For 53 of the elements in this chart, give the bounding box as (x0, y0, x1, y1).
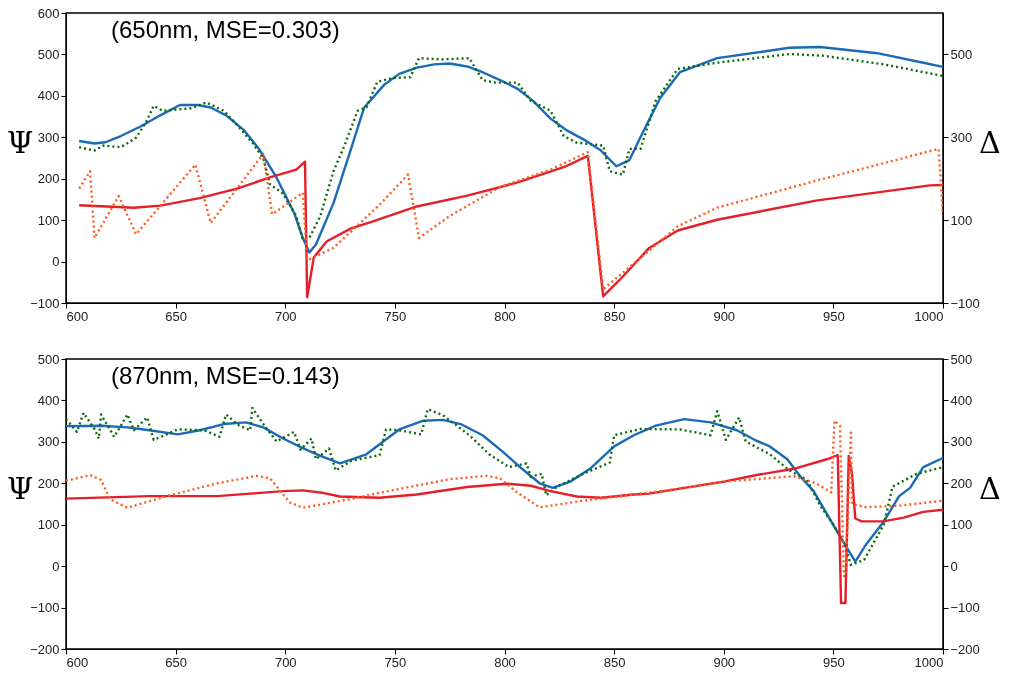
y-tick-label: −100 (30, 295, 60, 311)
y2-tick-label: 300 (950, 129, 973, 145)
y-tick-label: 200 (37, 171, 60, 187)
annotation: (650nm, MSE=0.303) (111, 16, 340, 43)
x-tick-label: 1000 (914, 654, 944, 670)
x-tick-label: 700 (274, 654, 297, 670)
y-axis-title: Ψ (7, 470, 34, 506)
y2-tick-label: 100 (950, 212, 973, 228)
x-tick-label: 600 (66, 308, 89, 324)
y2-axis-title: Δ (978, 470, 1001, 506)
y2-tick-label: 400 (950, 392, 973, 408)
y2-tick-label: 300 (950, 434, 973, 450)
annotation: (870nm, MSE=0.143) (111, 362, 340, 389)
y-tick-label: 600 (37, 5, 60, 21)
y-tick-label: 300 (37, 129, 60, 145)
x-tick-label: 950 (823, 654, 845, 670)
line-series (66, 453, 943, 605)
y2-tick-label: 100 (950, 517, 973, 533)
y2-tick-label: −100 (950, 295, 980, 311)
x-tick-label: 900 (713, 308, 736, 324)
y-tick-label: 0 (52, 558, 60, 574)
x-tick-label: 850 (603, 654, 626, 670)
y2-tick-label: 0 (950, 558, 958, 574)
y2-tick-label: 500 (950, 46, 973, 62)
y2-tick-label: −200 (950, 641, 980, 657)
y-tick-label: −200 (30, 641, 60, 657)
x-tick-label: 650 (165, 308, 187, 324)
y-tick-label: 300 (37, 434, 60, 450)
x-tick-label: 800 (494, 654, 516, 670)
y-tick-label: 0 (52, 254, 60, 270)
y2-tick-label: 200 (950, 475, 973, 491)
y2-axis-title: Δ (978, 124, 1001, 160)
x-tick-label: 650 (165, 654, 187, 670)
x-tick-label: 850 (603, 308, 626, 324)
y-tick-label: −100 (30, 600, 60, 616)
y2-tick-label: −100 (950, 600, 980, 616)
y-tick-label: 400 (37, 392, 60, 408)
y-tick-label: 500 (37, 46, 60, 62)
x-tick-label: 750 (384, 308, 407, 324)
x-tick-label: 800 (494, 308, 516, 324)
y-axis-title: Ψ (7, 124, 34, 160)
x-tick-label: 700 (274, 308, 297, 324)
y-tick-label: 200 (37, 475, 60, 491)
x-tick-label: 900 (713, 654, 736, 670)
y-tick-label: 500 (37, 351, 60, 367)
y-tick-label: 100 (37, 517, 60, 533)
y-tick-label: 400 (37, 88, 60, 104)
x-tick-label: 750 (384, 654, 407, 670)
x-tick-label: 1000 (914, 308, 944, 324)
x-tick-label: 600 (66, 654, 89, 670)
x-tick-label: 950 (823, 308, 845, 324)
y2-tick-label: 500 (950, 351, 973, 367)
y-tick-label: 100 (37, 212, 60, 228)
